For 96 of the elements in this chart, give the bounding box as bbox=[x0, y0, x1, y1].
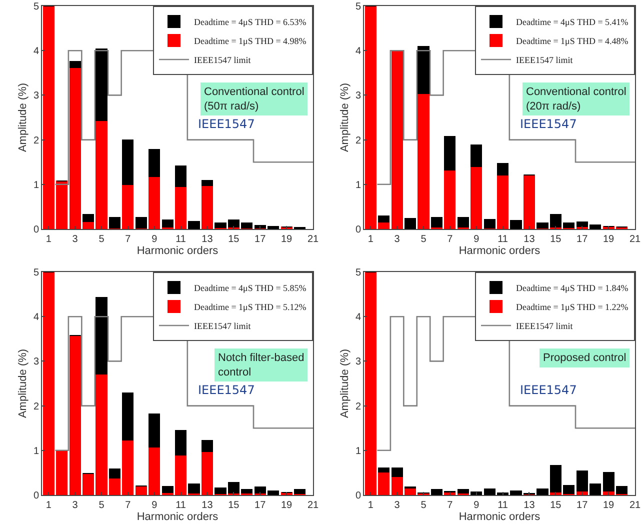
annotation: IEEE1547 bbox=[198, 383, 255, 397]
x-tick-label: 1 bbox=[46, 500, 52, 511]
y-tick-label: 2 bbox=[355, 135, 362, 146]
x-tick-label: 15 bbox=[550, 234, 562, 245]
y-tick-label: 2 bbox=[33, 135, 40, 146]
legend-label: Deadtime = 4μS THD = 5.41% bbox=[516, 17, 629, 28]
x-tick-label: 15 bbox=[550, 500, 562, 511]
x-tick-label: 19 bbox=[602, 234, 615, 245]
x-tick-label: 17 bbox=[576, 500, 588, 511]
x-tick-label: 13 bbox=[524, 500, 536, 511]
x-tick-label: 3 bbox=[394, 500, 400, 511]
legend-label: Deadtime = 1μS THD = 1.22% bbox=[516, 302, 629, 312]
y-tick-label: 2 bbox=[33, 401, 40, 412]
y-tick-label: 0 bbox=[33, 490, 40, 502]
x-tick-label: 11 bbox=[498, 234, 508, 245]
x-axis-title: Harmonic orders bbox=[458, 511, 541, 524]
y-axis-title: Amplitude (%) bbox=[339, 348, 352, 418]
y-tick-label: 1 bbox=[355, 446, 362, 457]
x-axis-title: Harmonic orders bbox=[136, 245, 219, 258]
y-tick-label: 2 bbox=[355, 401, 362, 412]
legend-label: Deadtime = 1μS THD = 4.48% bbox=[516, 36, 629, 46]
x-tick-label: 5 bbox=[98, 500, 105, 511]
annotation: Notch filter-based control bbox=[218, 352, 304, 378]
annotation: IEEE1547 bbox=[520, 383, 577, 397]
x-tick-label: 19 bbox=[602, 500, 615, 511]
x-tick-label: 11 bbox=[498, 500, 508, 511]
y-tick-label: 3 bbox=[33, 90, 40, 102]
x-tick-label: 5 bbox=[420, 234, 427, 245]
x-tick-label: 9 bbox=[474, 234, 480, 245]
annotation: Proposed control bbox=[543, 352, 626, 364]
y-tick-label: 5 bbox=[355, 268, 362, 278]
x-tick-label: 11 bbox=[176, 234, 186, 245]
x-tick-label: 13 bbox=[202, 500, 214, 511]
y-tick-label: 3 bbox=[355, 356, 362, 368]
x-tick-label: 7 bbox=[447, 234, 454, 245]
y-tick-label: 0 bbox=[355, 490, 362, 502]
x-tick-label: 13 bbox=[202, 234, 214, 245]
legend-label: Deadtime = 1μS THD = 5.12% bbox=[194, 302, 307, 312]
x-tick-label: 15 bbox=[228, 234, 240, 245]
x-tick-label: 21 bbox=[629, 234, 641, 245]
legend-label: IEEE1547 limit bbox=[516, 55, 574, 66]
y-tick-label: 5 bbox=[355, 2, 362, 12]
legend-label: IEEE1547 limit bbox=[194, 55, 252, 66]
x-tick-label: 5 bbox=[98, 234, 105, 245]
legend-label: Deadtime = 1μS THD = 4.98% bbox=[194, 36, 307, 46]
y-axis-title: Amplitude (%) bbox=[339, 82, 352, 152]
annotation: IEEE1547 bbox=[520, 117, 577, 131]
y-tick-label: 4 bbox=[355, 312, 362, 324]
x-tick-label: 17 bbox=[254, 500, 266, 511]
x-tick-label: 7 bbox=[125, 234, 132, 245]
x-tick-label: 19 bbox=[280, 500, 293, 511]
annotation: IEEE1547 bbox=[198, 117, 255, 131]
x-tick-label: 9 bbox=[152, 500, 158, 511]
y-tick-label: 4 bbox=[33, 46, 40, 58]
x-axis-title: Harmonic orders bbox=[136, 511, 219, 524]
x-tick-label: 21 bbox=[307, 234, 319, 245]
x-tick-label: 3 bbox=[394, 234, 400, 245]
x-tick-label: 17 bbox=[576, 234, 588, 245]
y-tick-label: 0 bbox=[33, 224, 40, 236]
x-tick-label: 11 bbox=[176, 500, 186, 511]
x-tick-label: 1 bbox=[46, 234, 52, 245]
x-tick-label: 7 bbox=[125, 500, 132, 511]
legend-label: IEEE1547 limit bbox=[516, 321, 574, 332]
y-tick-label: 5 bbox=[33, 268, 40, 278]
x-tick-label: 9 bbox=[474, 500, 480, 511]
x-tick-label: 1 bbox=[368, 500, 374, 511]
y-axis-title: Amplitude (%) bbox=[17, 82, 30, 152]
x-tick-label: 1 bbox=[368, 234, 374, 245]
y-tick-label: 4 bbox=[355, 46, 362, 58]
y-axis-title: Amplitude (%) bbox=[17, 348, 30, 418]
legend-label: Deadtime = 4μS THD = 5.85% bbox=[194, 283, 307, 294]
x-axis-title: Harmonic orders bbox=[458, 245, 541, 258]
y-tick-label: 5 bbox=[33, 2, 40, 12]
x-tick-label: 13 bbox=[524, 234, 536, 245]
y-tick-label: 3 bbox=[355, 90, 362, 102]
x-tick-label: 21 bbox=[307, 500, 319, 511]
legend-label: Deadtime = 4μS THD = 6.53% bbox=[194, 17, 307, 28]
y-tick-label: 4 bbox=[33, 312, 40, 324]
legend-label: Deadtime = 4μS THD = 1.84% bbox=[516, 283, 629, 294]
x-tick-label: 5 bbox=[420, 500, 427, 511]
y-tick-label: 1 bbox=[355, 180, 362, 191]
x-tick-label: 17 bbox=[254, 234, 266, 245]
y-tick-label: 3 bbox=[33, 356, 40, 368]
x-tick-label: 3 bbox=[72, 234, 78, 245]
y-tick-label: 1 bbox=[33, 180, 40, 191]
y-tick-label: 1 bbox=[33, 446, 40, 457]
annotation: Conventional control (20π rad/s) bbox=[526, 86, 626, 112]
x-tick-label: 3 bbox=[72, 500, 78, 511]
annotation: Conventional control (50π rad/s) bbox=[204, 86, 304, 112]
x-tick-label: 7 bbox=[447, 500, 454, 511]
x-tick-label: 9 bbox=[152, 234, 158, 245]
x-tick-label: 15 bbox=[228, 500, 240, 511]
x-tick-label: 21 bbox=[629, 500, 641, 511]
y-tick-label: 0 bbox=[355, 224, 362, 236]
x-tick-label: 19 bbox=[280, 234, 293, 245]
legend-label: IEEE1547 limit bbox=[194, 321, 252, 332]
